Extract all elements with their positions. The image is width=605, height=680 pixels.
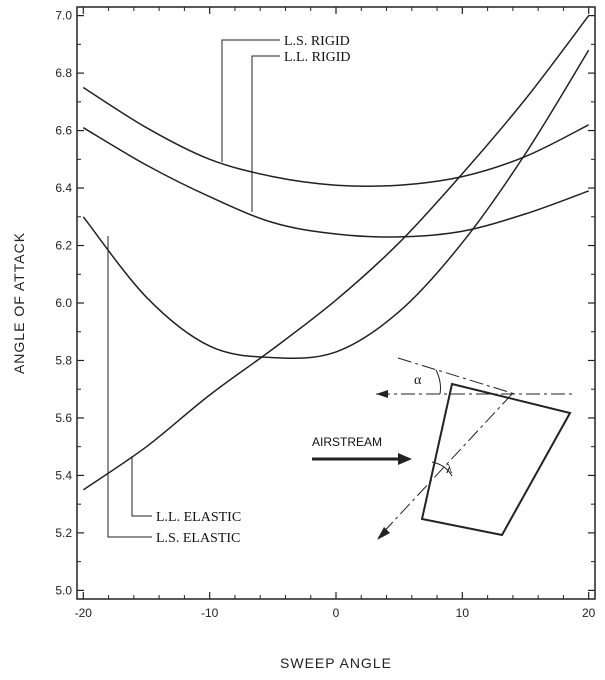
alpha-symbol: α [414, 373, 422, 388]
incidence-line [397, 357, 516, 395]
wing-diagram: AIRSTREAM α λ [312, 357, 575, 540]
sweep-axis-arrowhead [377, 527, 390, 540]
ll-elastic-label: L.L. ELASTIC [156, 510, 241, 525]
airstream-label: AIRSTREAM [312, 435, 382, 449]
x-tick-label: 0 [333, 606, 340, 620]
y-tick-label: 7.0 [55, 9, 72, 23]
series-line-l-s-elastic [82, 49, 590, 360]
reference-arrowhead [376, 390, 388, 398]
lambda-symbol: λ [446, 461, 453, 476]
ll-rigid-label: L.L. RIGID [284, 50, 351, 65]
x-tick-label: 10 [456, 606, 470, 620]
y-tick-label: 5.8 [55, 353, 72, 367]
ls-elastic-leader [107, 236, 152, 538]
y-axis-title: ANGLE OF ATTACK [11, 232, 27, 374]
lambda-arc [431, 461, 453, 477]
alpha-arc [435, 369, 441, 395]
ls-rigid-leader [221, 39, 280, 162]
y-tick-label: 6.4 [55, 181, 72, 195]
y-tick-label: 6.8 [55, 66, 72, 80]
sweep-axis-line [377, 393, 513, 539]
series-line-l-l-elastic [82, 15, 590, 491]
x-tick-label: -10 [201, 606, 219, 620]
y-tick-label: 5.4 [55, 468, 72, 482]
y-tick-label: 5.6 [55, 411, 72, 425]
x-tick-label: 20 [582, 606, 596, 620]
y-axis-ticks: 5.0 5.2 5.4 5.6 5.8 6.0 6.2 6.4 6.6 6.8 7.0 [55, 9, 595, 597]
ll-rigid-leader [251, 55, 280, 212]
ll-elastic-leader [131, 456, 152, 517]
wing-planform [420, 382, 572, 537]
x-axis-ticks: -20 -10 0 10 20 [75, 7, 596, 620]
y-tick-label: 5.0 [55, 583, 72, 597]
y-tick-label: 6.6 [55, 124, 72, 138]
series-line-l-s-rigid [82, 86, 590, 187]
y-tick-label: 6.2 [55, 239, 72, 253]
x-axis-title: SWEEP ANGLE [280, 655, 392, 671]
x-tick-label: -20 [75, 606, 93, 620]
plot-frame [76, 6, 596, 600]
series-curves [82, 15, 590, 491]
airstream-arrowhead [398, 453, 412, 465]
y-tick-label: 6.0 [55, 296, 72, 310]
series-line-l-l-rigid [82, 127, 589, 238]
ls-elastic-label: L.S. ELASTIC [156, 531, 240, 546]
y-tick-label: 5.2 [55, 526, 72, 540]
ls-rigid-label: L.S. RIGID [284, 34, 350, 49]
